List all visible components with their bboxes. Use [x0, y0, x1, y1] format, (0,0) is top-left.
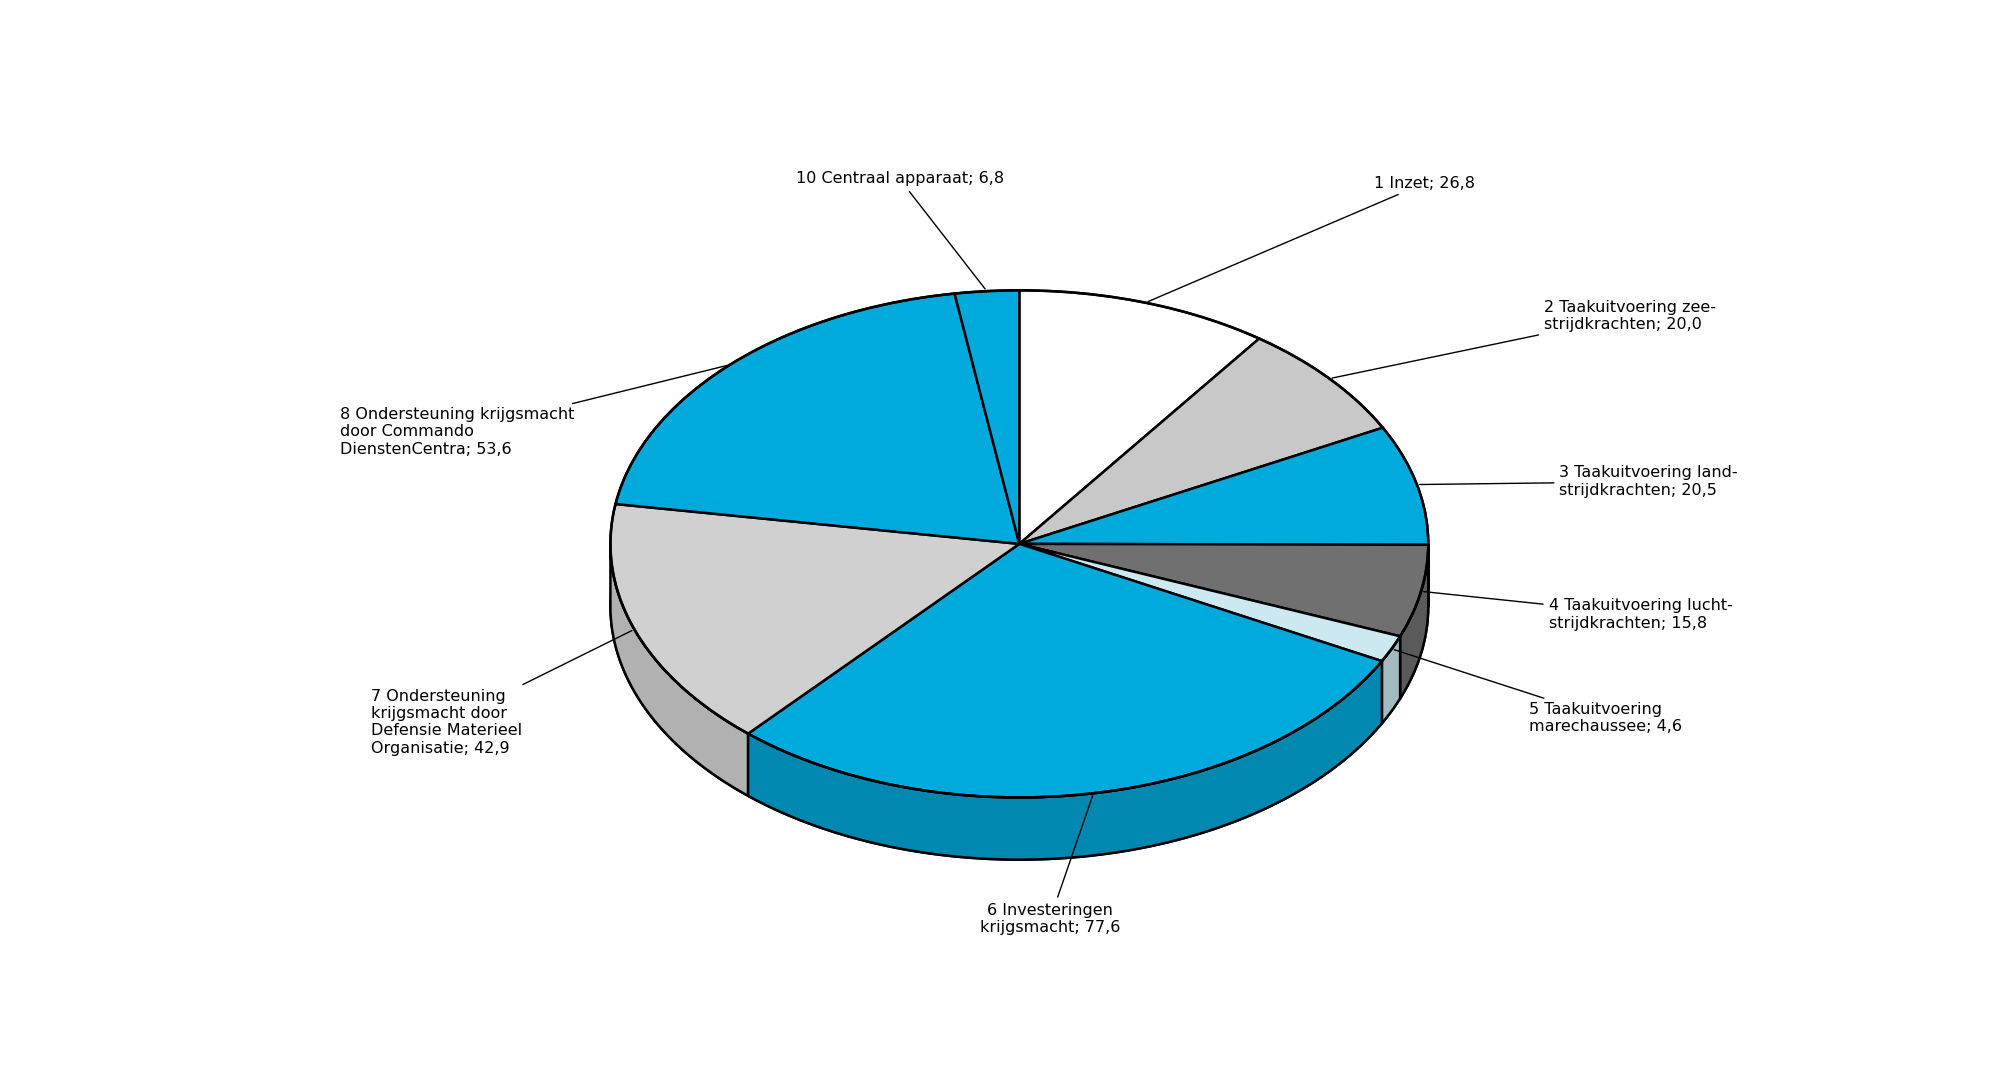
Text: 4 Taakuitvoering lucht-
strijdkrachten; 15,8: 4 Taakuitvoering lucht- strijdkrachten; …	[1423, 591, 1733, 630]
Text: 2 Taakuitvoering zee-
strijdkrachten; 20,0: 2 Taakuitvoering zee- strijdkrachten; 20…	[1333, 299, 1715, 378]
Text: 3 Taakuitvoering land-
strijdkrachten; 20,5: 3 Taakuitvoering land- strijdkrachten; 2…	[1419, 465, 1737, 498]
Polygon shape	[1020, 428, 1429, 545]
Text: 10 Centraal apparaat; 6,8: 10 Centraal apparaat; 6,8	[796, 171, 1004, 289]
Polygon shape	[954, 291, 1020, 544]
Text: 1 Inzet; 26,8: 1 Inzet; 26,8	[1148, 176, 1475, 302]
Polygon shape	[611, 545, 747, 796]
Polygon shape	[611, 504, 1020, 733]
Ellipse shape	[611, 352, 1429, 859]
Text: 5 Taakuitvoering
marechaussee; 4,6: 5 Taakuitvoering marechaussee; 4,6	[1395, 649, 1681, 735]
Polygon shape	[747, 661, 1383, 859]
Text: 6 Investeringen
krijgsmacht; 77,6: 6 Investeringen krijgsmacht; 77,6	[980, 796, 1120, 935]
Text: 8 Ondersteuning krijgsmacht
door Commando
DienstenCentra; 53,6: 8 Ondersteuning krijgsmacht door Command…	[341, 365, 727, 457]
Polygon shape	[1020, 291, 1259, 544]
Polygon shape	[747, 544, 1383, 797]
Polygon shape	[615, 294, 1020, 544]
Polygon shape	[1401, 545, 1429, 699]
Polygon shape	[1020, 544, 1401, 661]
Polygon shape	[1020, 338, 1383, 544]
Text: 7 Ondersteuning
krijgsmacht door
Defensie Materieel
Organisatie; 42,9: 7 Ondersteuning krijgsmacht door Defensi…	[371, 631, 631, 756]
Polygon shape	[1020, 544, 1429, 637]
Polygon shape	[1383, 637, 1401, 724]
